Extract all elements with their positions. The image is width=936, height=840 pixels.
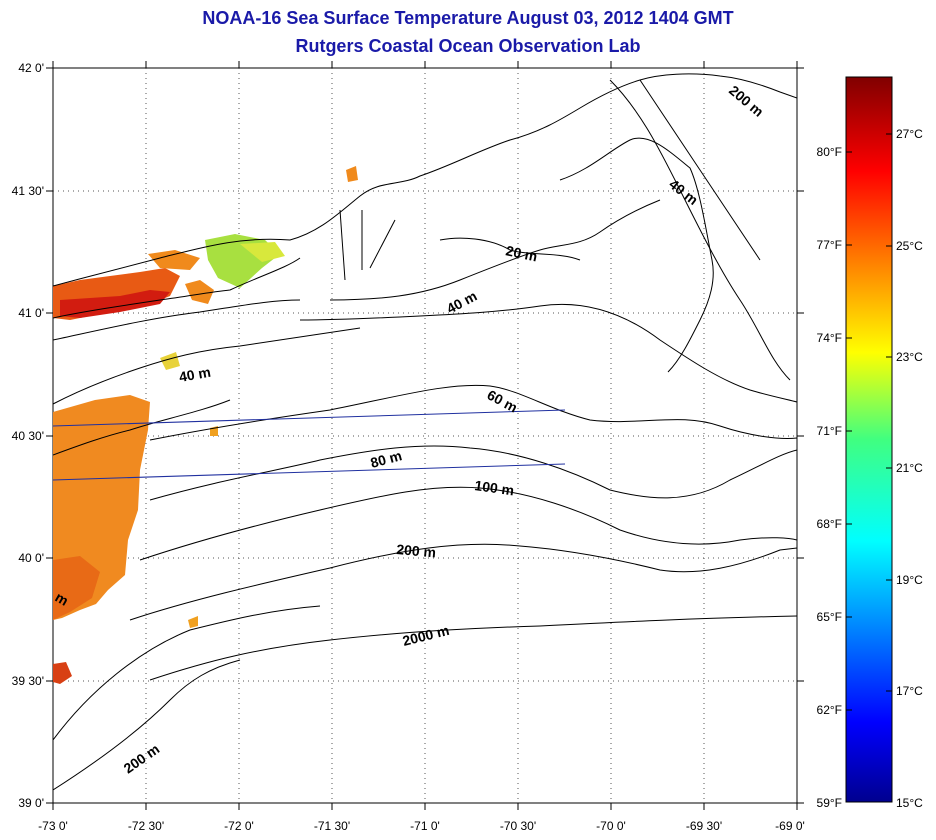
lat-label: 42 0' <box>18 61 44 75</box>
latitude-labels: 42 0' 41 30' 41 0' 40 30' 40 0' 39 30' 3… <box>12 61 44 810</box>
sst-patch-ri-upper <box>346 166 358 182</box>
colorbar-c-label: 15°C <box>896 796 923 810</box>
contour-100m <box>139 486 797 561</box>
sst-patch-small-yellow <box>160 352 180 370</box>
contour-20m-a <box>329 199 661 301</box>
sst-patches <box>53 166 358 684</box>
coastline-new-england <box>53 73 797 287</box>
contour-40m-mid <box>299 303 797 403</box>
contour-20m-b <box>439 237 581 261</box>
sst-patch-narrag-b <box>240 242 285 262</box>
contour-label-40m-west: 40 m <box>178 364 212 385</box>
contour-60m <box>149 384 797 441</box>
lon-label: -72 30' <box>128 819 164 833</box>
colorbar-c-label: 21°C <box>896 461 923 475</box>
contour-label-80m: 80 m <box>369 447 404 471</box>
contour-label-100m: 100 m <box>474 477 516 498</box>
contour-40m-nj <box>53 399 231 456</box>
contour-200m-ne <box>639 79 761 261</box>
map-ticks <box>46 61 804 810</box>
colorbar-c-label: 27°C <box>896 127 923 141</box>
colorbar-ticks <box>846 133 892 711</box>
sst-patch-bits-1 <box>188 616 198 628</box>
coastline-long-island <box>53 257 301 319</box>
lon-label: -70 0' <box>596 819 626 833</box>
colorbar-f-label: 71°F <box>817 424 842 438</box>
contour-ri-sound <box>339 209 396 281</box>
lon-label: -69 0' <box>775 819 805 833</box>
contour-2000m <box>149 615 797 681</box>
sst-patch-nj-red <box>53 556 100 620</box>
sst-patch-ct-coast <box>148 250 200 270</box>
lon-label: -73 0' <box>38 819 68 833</box>
colorbar-c-label: 23°C <box>896 350 923 364</box>
colorbar-c-label: 25°C <box>896 239 923 253</box>
colorbar: 27°C 25°C 23°C 21°C 19°C 17°C 15°C 80°F … <box>817 76 923 810</box>
lat-label: 40 0' <box>18 551 44 565</box>
satellite-track-lines <box>53 409 566 481</box>
graticule <box>53 68 797 803</box>
contour-deep-sw2 <box>53 659 241 791</box>
colorbar-f-label: 80°F <box>817 145 842 159</box>
contour-deep-sw <box>53 605 321 741</box>
lon-label: -71 30' <box>314 819 350 833</box>
contour-40m-ne <box>609 79 791 381</box>
map-title: NOAA-16 Sea Surface Temperature August 0… <box>202 8 734 28</box>
sst-patch-block-island <box>185 280 214 304</box>
colorbar-f-label: 65°F <box>817 610 842 624</box>
colorbar-f-label: 68°F <box>817 517 842 531</box>
colorbar-gradient <box>845 76 893 803</box>
contour-80m <box>149 445 797 501</box>
colorbar-c-label: 17°C <box>896 684 923 698</box>
contour-200m <box>129 543 797 621</box>
map-subtitle: Rutgers Coastal Ocean Observation Lab <box>295 36 641 56</box>
colorbar-c-label: 19°C <box>896 573 923 587</box>
longitude-labels: -73 0' -72 30' -72 0' -71 30' -71 0' -70… <box>38 819 805 833</box>
lat-label: 41 30' <box>12 184 44 198</box>
lon-label: -70 30' <box>500 819 536 833</box>
lat-label: 40 30' <box>12 429 44 443</box>
colorbar-f-label: 74°F <box>817 331 842 345</box>
contour-inner-shelf <box>53 299 301 341</box>
lat-label: 39 30' <box>12 674 44 688</box>
bathymetry-contours <box>53 73 797 791</box>
colorbar-f-label: 77°F <box>817 238 842 252</box>
lat-label: 41 0' <box>18 306 44 320</box>
lat-label: 39 0' <box>18 796 44 810</box>
colorbar-f-label: 59°F <box>817 796 842 810</box>
lon-label: -69 30' <box>686 819 722 833</box>
contour-label-20m: 20 m <box>504 242 539 264</box>
coastline-cape-cod <box>559 137 714 373</box>
colorbar-f-label: 62°F <box>817 703 842 717</box>
lon-label: -71 0' <box>410 819 440 833</box>
lon-label: -72 0' <box>224 819 254 833</box>
sst-patch-south-red <box>53 662 72 684</box>
contour-label-200m: 200 m <box>396 541 437 560</box>
contour-40m-west <box>53 327 361 405</box>
